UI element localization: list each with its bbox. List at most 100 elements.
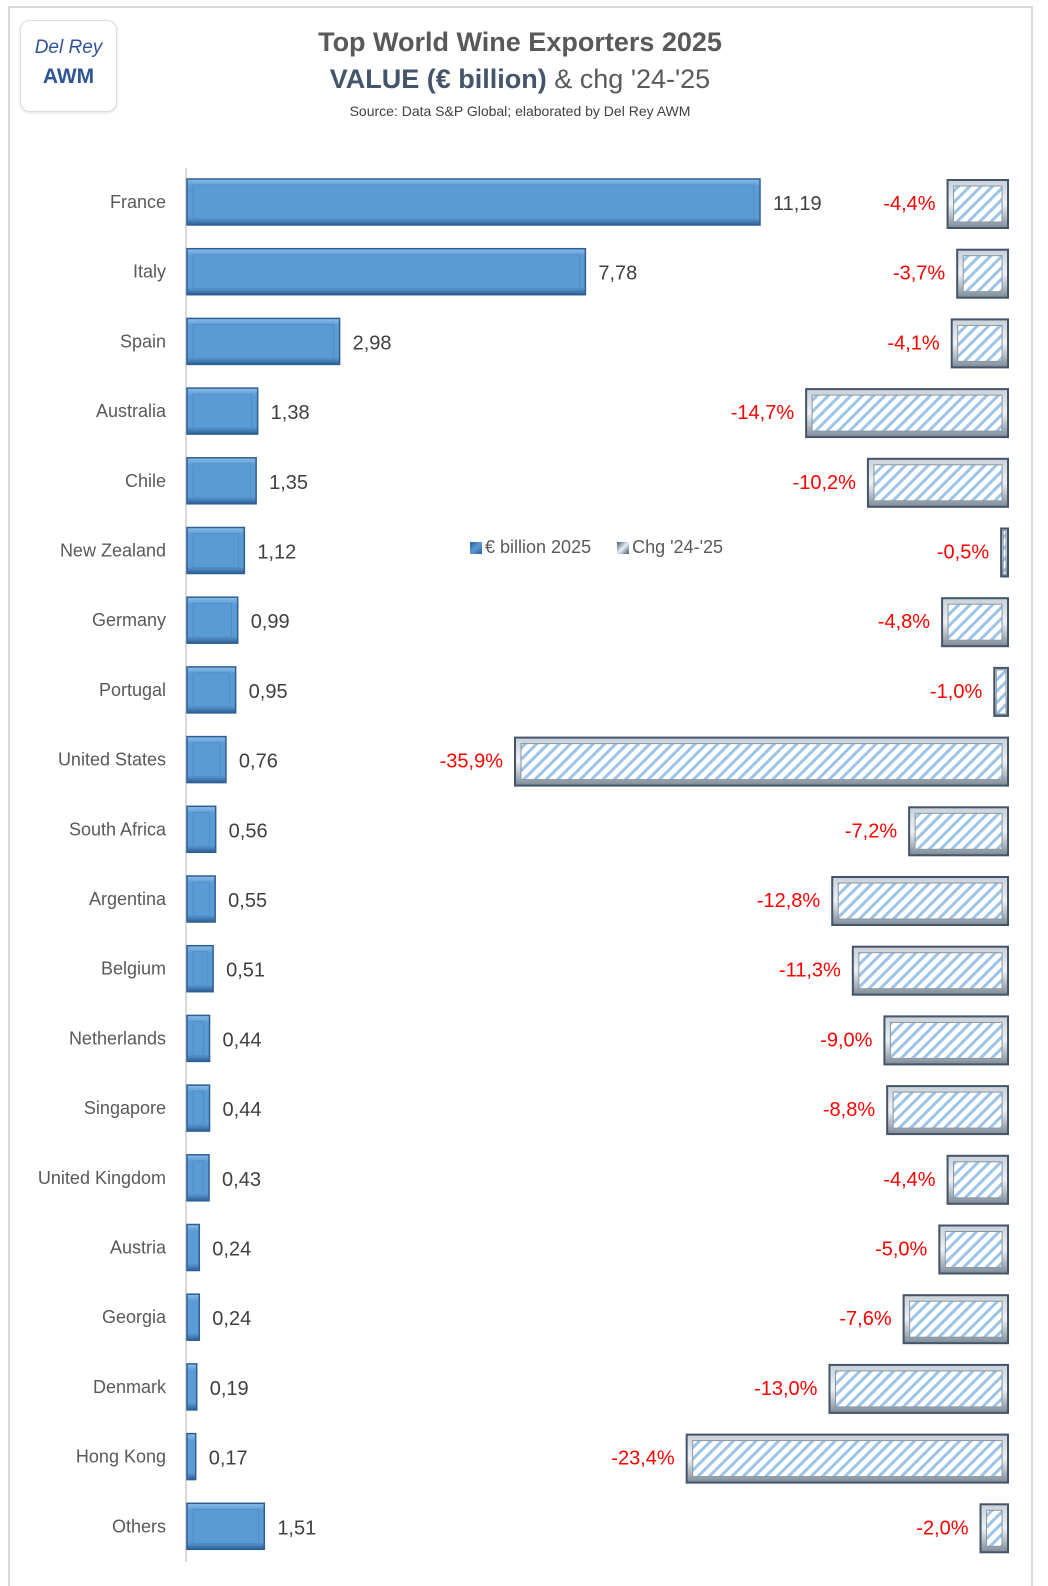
subtitle-rest: & chg '24-'25: [546, 64, 711, 94]
value-label: 0,44: [223, 1029, 262, 1051]
change-label: -23,4%: [611, 1448, 675, 1470]
value-label: 0,55: [228, 890, 267, 912]
change-label: -11,3%: [779, 960, 841, 982]
value-bar-bevel: [192, 811, 210, 847]
value-bar-bevel: [192, 393, 252, 429]
value-bar: [186, 1293, 201, 1341]
value-bar-bevel: [192, 1090, 204, 1126]
value-label: 2,98: [353, 332, 392, 354]
value-bar-bevel: [192, 602, 232, 638]
category-label: Spain: [120, 331, 166, 351]
value-bar-bevel: [192, 254, 580, 289]
value-label: 0,19: [210, 1378, 249, 1400]
legend-item-value: € billion 2025: [470, 537, 591, 558]
chart-row: Italy 7,78 -3,7%: [133, 247, 1009, 299]
chart-row: Netherlands 0,44 -9,0%: [69, 1014, 1009, 1066]
value-bar: [186, 1223, 201, 1272]
chart-row: Denmark 0,19 -13,0%: [93, 1363, 1009, 1414]
legend-swatch-value: [470, 541, 482, 554]
change-bar-fill: [873, 464, 1003, 502]
chart-row: Germany 0,99 -4,8%: [92, 596, 1009, 648]
value-bar-bevel: [192, 1509, 259, 1544]
chart-row: United States 0,76 -35,9%: [58, 735, 1009, 787]
value-label: 7,78: [598, 263, 637, 285]
change-label: -10,2%: [793, 472, 857, 494]
chart-row: Spain 2,98 -4,1%: [120, 317, 1009, 369]
change-label: -9,0%: [820, 1029, 872, 1051]
change-bar-fill: [837, 882, 1003, 920]
chart-row: France 11,19 -4,4%: [110, 178, 1009, 229]
legend: € billion 2025 Chg '24-'25: [470, 537, 723, 558]
category-label: United States: [58, 750, 166, 770]
chart-row: United Kingdom 0,43 -4,4%: [38, 1154, 1009, 1205]
change-label: -4,8%: [878, 611, 930, 633]
chart-row: Georgia 0,24 -7,6%: [102, 1293, 1010, 1345]
value-bar-bevel: [192, 184, 755, 220]
value-bar: [186, 1363, 198, 1411]
change-bar-fill: [858, 952, 1003, 990]
chart-row: Singapore 0,44 -8,8%: [84, 1084, 1009, 1136]
logo-line2: AWM: [42, 65, 95, 88]
chart-row: Argentina 0,55 -12,8%: [89, 875, 1009, 926]
category-label: New Zealand: [60, 541, 166, 561]
change-bar-fill: [520, 743, 1003, 781]
change-bar-fill: [995, 669, 1007, 715]
change-bar-fill: [953, 185, 1003, 223]
change-bar-fill: [811, 394, 1003, 432]
change-label: -8,8%: [823, 1099, 875, 1121]
chart-title: Top World Wine Exporters 2025: [318, 27, 722, 57]
legend-label-change: Chg '24-'25: [632, 537, 724, 557]
chart-row: South Africa 0,56 -7,2%: [69, 805, 1010, 857]
category-label: Italy: [133, 262, 166, 282]
value-label: 1,12: [257, 542, 296, 564]
value-label: 11,19: [773, 193, 822, 215]
chart-row: Portugal 0,95 -1,0%: [99, 666, 1009, 717]
category-label: Denmark: [93, 1377, 167, 1397]
category-label: Netherlands: [69, 1028, 166, 1048]
category-label: Belgium: [101, 959, 166, 979]
change-label: -4,4%: [883, 1169, 935, 1191]
change-label: -13,0%: [754, 1378, 818, 1400]
category-label: Georgia: [102, 1307, 167, 1327]
value-bar-bevel: [192, 463, 251, 499]
legend-item-change: Chg '24-'25: [617, 537, 723, 558]
change-label: -2,0%: [916, 1517, 968, 1539]
category-label: Others: [112, 1516, 166, 1536]
value-label: 0,51: [226, 960, 265, 982]
category-label: Chile: [125, 471, 166, 491]
value-label: 1,35: [269, 472, 308, 494]
chart-row: Austria 0,24 -5,0%: [110, 1223, 1009, 1275]
change-label: -14,7%: [731, 402, 795, 424]
change-bar-fill: [944, 1231, 1003, 1268]
chart-row: New Zealand 1,12 -0,5%: [60, 526, 1010, 578]
value-label: 0,76: [239, 751, 278, 773]
change-bar-fill: [947, 603, 1003, 641]
change-label: -7,6%: [839, 1308, 891, 1330]
chart-subtitle: VALUE (€ billion) & chg '24-'25: [0, 64, 1040, 95]
change-bar-fill: [986, 1509, 1003, 1547]
category-label: Australia: [96, 401, 167, 421]
chart-row: Australia 1,38 -14,7%: [96, 387, 1009, 439]
value-bar-bevel: [192, 1160, 204, 1196]
value-bar-bevel: [192, 324, 334, 359]
value-label: 0,95: [249, 681, 288, 703]
category-label: Austria: [110, 1238, 167, 1258]
change-label: -0,5%: [937, 542, 989, 564]
value-bar-bevel: [192, 951, 208, 987]
chart-row: Belgium 0,51 -11,3%: [101, 944, 1009, 996]
change-label: -7,2%: [845, 820, 897, 842]
value-label: 0,24: [212, 1308, 251, 1330]
change-bar-fill: [953, 1161, 1003, 1199]
value-bar-bevel: [192, 1021, 204, 1056]
change-bar-fill: [834, 1370, 1003, 1408]
value-label: 0,44: [223, 1099, 262, 1121]
category-label: Argentina: [89, 889, 167, 909]
change-label: -3,7%: [893, 263, 945, 285]
value-label: 1,51: [277, 1517, 316, 1539]
category-label: Portugal: [99, 680, 166, 700]
change-bar-fill: [962, 255, 1003, 293]
change-bar-fill: [957, 324, 1003, 362]
legend-swatch-change: [617, 541, 630, 554]
value-label: 0,24: [212, 1239, 251, 1261]
